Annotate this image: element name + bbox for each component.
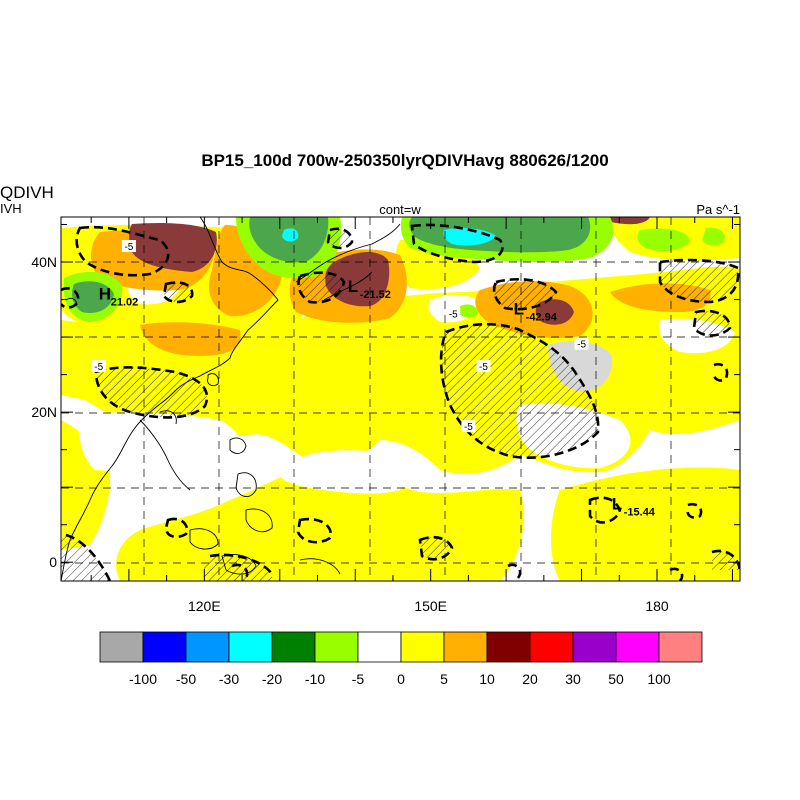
contour-label-bg [461, 420, 476, 433]
extremum-value: -15.44 [624, 507, 656, 519]
extremum-type: H [99, 285, 111, 304]
extremum-value: -42.94 [526, 312, 558, 324]
colorbar-swatch [572, 631, 617, 663]
shading-maroon [129, 217, 650, 325]
extrema-markers: H 21.02L -21.52L -42.94L -15.44 [99, 277, 656, 519]
colorbar-label: 30 [565, 671, 581, 687]
colorbar-swatch [658, 631, 703, 663]
colorbar-swatch [400, 631, 445, 663]
contour-label: -5 [577, 340, 586, 351]
lat-tick-label: 20N [31, 404, 57, 420]
lat-tick-label: 0 [49, 554, 57, 570]
colorbar-label: 100 [647, 671, 671, 687]
extremum-type: L [348, 277, 358, 296]
lon-tick-label: 150E [414, 598, 447, 614]
colorbar-label: 0 [397, 671, 405, 687]
colorbar-label: 10 [479, 671, 495, 687]
colorbar-labels: -100 -50 -30 -20 -10 -5 0 5 10 20 30 50 100 [129, 671, 671, 687]
colorbar-swatch [271, 631, 316, 663]
contour-label: -5 [479, 362, 488, 373]
extremum-value: 21.02 [111, 297, 139, 309]
colorbar-label: -10 [305, 671, 325, 687]
lat-tick-labels: 0 20N 40N [31, 254, 57, 570]
contour-label-bg [476, 360, 491, 373]
extremum-value: -21.52 [360, 289, 391, 301]
contour-label: -5 [464, 422, 473, 433]
colorbar-swatch [443, 631, 488, 663]
lon-tick-labels: 120E 150E 180 [188, 598, 669, 614]
contour-label: -5 [94, 362, 103, 373]
colorbar-label: -30 [219, 671, 239, 687]
colorbar-label: 50 [608, 671, 624, 687]
contour-label-bg [574, 337, 589, 350]
contour-label: -5 [124, 242, 133, 253]
variable-name-sub: IVH [0, 201, 22, 216]
colorbar-label: -100 [129, 671, 157, 687]
colorbar-swatch [357, 631, 402, 663]
contour-labels: -5 -5 -5 -5 -5 -5 [91, 240, 589, 433]
colorbar-swatch [142, 631, 187, 663]
variable-name: QDIVH [0, 183, 54, 202]
colorbar-swatch [185, 631, 230, 663]
colorbar [99, 631, 703, 663]
lat-tick-label: 40N [31, 254, 57, 270]
axis-ticks [61, 217, 740, 581]
colorbar-swatch [615, 631, 660, 663]
colorbar-label: -50 [176, 671, 196, 687]
contour-label: -5 [449, 310, 458, 321]
colorbar-swatch [228, 631, 273, 663]
contour-label-bg [446, 307, 461, 320]
lon-tick-label: 180 [645, 598, 669, 614]
units-label: Pa s^-1 [696, 202, 740, 217]
colorbar-label: 5 [440, 671, 448, 687]
map-frame [60, 216, 741, 582]
contour-field-label: cont=w [379, 202, 421, 217]
lon-tick-label: 120E [188, 598, 221, 614]
colorbar-label: -20 [262, 671, 282, 687]
contour-label-bg [91, 360, 106, 373]
colorbar-swatch [99, 631, 144, 663]
coastlines [61, 217, 401, 581]
colorbar-swatch [529, 631, 574, 663]
grid-lines [61, 217, 740, 581]
dashed-contours [61, 223, 740, 581]
plot-title: BP15_100d 700w-250350lyrQDIVHavg 880626/… [201, 151, 608, 170]
extremum-type: L [514, 300, 524, 319]
colorbar-label: 20 [522, 671, 538, 687]
map-field: -5-5-5-5-5-5 H 21.02L -21.52L -42.94L -15.44 [61, 217, 740, 581]
extremum-type: L [612, 495, 622, 514]
colorbar-swatch [486, 631, 531, 663]
colorbar-swatch [314, 631, 359, 663]
colorbar-label: -5 [352, 671, 365, 687]
contour-label-bg [121, 240, 136, 253]
